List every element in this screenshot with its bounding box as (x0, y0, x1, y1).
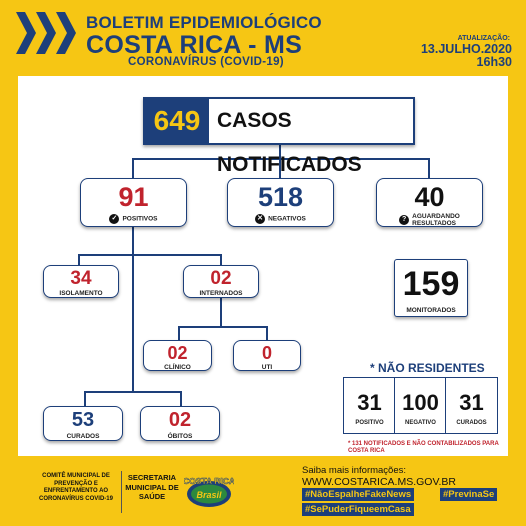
hashtag-fake-news: #NãoEspalheFakeNews (302, 488, 415, 501)
question-icon: ? (399, 215, 410, 225)
awaiting-card: 40 ? AGUARDANDO RESULTADOS (376, 178, 483, 227)
clinical-card: 02 CLÍNICO (143, 340, 212, 371)
non-residents-note: * 131 NOTIFICADOS E NÃO CONTABILIZADOS P… (348, 441, 499, 454)
negative-count: 518 (257, 182, 304, 212)
logo-text-2: Brasil (196, 490, 222, 500)
connector-line (180, 391, 182, 406)
footer-divider (121, 471, 122, 513)
hospitalized-count: 02 (210, 268, 232, 289)
non-resident-recovered-label: CURADOS (456, 420, 487, 426)
non-resident-positive-label: POSITIVO (355, 420, 384, 426)
negative-label-row: ✕ NEGATIVOS (228, 214, 333, 224)
check-icon: ✓ (109, 214, 120, 224)
deaths-count: 02 (168, 409, 192, 431)
connector-line (84, 391, 182, 393)
connector-line (132, 158, 430, 160)
connector-line (178, 326, 268, 328)
non-resident-positive-count: 31 (357, 390, 382, 415)
positive-label-row: ✓ POSITIVOS (81, 214, 186, 224)
connector-line (132, 158, 134, 178)
positive-label: POSITIVOS (122, 215, 158, 223)
awaiting-count: 40 (414, 182, 445, 212)
positive-card: 91 ✓ POSITIVOS (80, 178, 187, 227)
costa-rica-brasil-logo: COSTA RICA Brasil (183, 472, 235, 510)
connector-line (78, 254, 80, 265)
notified-label: CASOS NOTIFICADOS (217, 109, 362, 176)
recovered-label: CURADOS (66, 433, 100, 440)
icu-count: 0 (261, 343, 272, 363)
connector-line (220, 254, 222, 265)
city-title: COSTA RICA - MS (86, 31, 303, 59)
connector-line (428, 158, 430, 178)
date-text: 13.JULHO.2020 (420, 42, 512, 56)
update-date: 13.JULHO.2020 16h30 (421, 43, 512, 69)
connector-line (178, 326, 180, 340)
recovered-card: 53 CURADOS (43, 406, 123, 441)
monitored-count: 159 (402, 265, 460, 303)
chevron-logo-3 (56, 12, 76, 54)
clinical-label: CLÍNICO (164, 364, 191, 371)
connector-line (78, 254, 222, 256)
hashtag-fique-em-casa: #SePuderFiqueemCasa (302, 503, 414, 516)
non-resident-recovered-box: 31 CURADOS (445, 377, 498, 434)
connector-line (132, 226, 134, 392)
non-resident-negative-box: 100 NEGATIVO (394, 377, 447, 434)
bulletin-title: BOLETIM EPIDEMIOLÓGICO (86, 13, 322, 32)
health-secretariat-text: SECRETARIA MUNICIPAL DE SAÚDE (125, 473, 179, 501)
hospitalized-label: INTERNADOS (199, 290, 243, 297)
notified-cases-box: 649 CASOS NOTIFICADOS (143, 97, 415, 176)
negative-card: 518 ✕ NEGATIVOS (227, 178, 334, 227)
isolation-count: 34 (70, 268, 92, 289)
connector-line (266, 326, 268, 340)
connector-line (279, 158, 281, 178)
website-link[interactable]: WWW.COSTARICA.MS.GOV.BR (302, 476, 457, 488)
connector-line (279, 145, 281, 159)
subtitle: CORONAVÍRUS (COVID-19) (128, 56, 284, 68)
chevron-logo-2 (36, 12, 56, 54)
deaths-label: ÓBITOS (167, 433, 193, 440)
monitored-card: 159 MONITORADOS (394, 259, 468, 317)
recovered-count: 53 (71, 409, 95, 431)
isolation-card: 34 ISOLAMENTO (43, 265, 119, 298)
monitored-label: MONITORADOS (406, 307, 456, 314)
committee-text: COMITÊ MUNICIPAL DE PREVENÇÃO E ENFRENTA… (39, 473, 113, 502)
icu-label: UTI (261, 364, 273, 371)
awaiting-label-2: RESULTADOS (412, 220, 456, 227)
update-label: ATUALIZAÇÃO: (457, 35, 510, 42)
isolation-label: ISOLAMENTO (59, 290, 103, 297)
awaiting-label-1: AGUARDANDO (412, 213, 460, 220)
connector-line (84, 391, 86, 406)
awaiting-label-row: ? AGUARDANDO RESULTADOS (377, 213, 482, 227)
more-info-text: Saiba mais informações: (302, 465, 407, 476)
non-resident-negative-count: 100 (402, 390, 439, 415)
hashtag-previna-se: #PrevinaSe (440, 488, 498, 501)
notified-count: 649 (145, 99, 209, 143)
logo-text-1: COSTA RICA (184, 476, 234, 486)
deaths-card: 02 ÓBITOS (140, 406, 220, 441)
clinical-count: 02 (167, 343, 188, 363)
time-text: 16h30 (476, 55, 512, 69)
negative-label: NEGATIVOS (268, 215, 306, 223)
chevron-logo-1 (16, 12, 36, 54)
positive-count: 91 (118, 182, 149, 212)
non-residents-title: * NÃO RESIDENTES (370, 361, 485, 375)
icu-card: 0 UTI (233, 340, 301, 371)
x-icon: ✕ (255, 214, 266, 224)
non-resident-negative-label: NEGATIVO (405, 420, 436, 426)
connector-line (220, 297, 222, 327)
logo-shape: COSTA RICA Brasil (183, 476, 235, 507)
non-resident-recovered-count: 31 (459, 390, 484, 415)
hospitalized-card: 02 INTERNADOS (183, 265, 259, 298)
non-resident-positive-box: 31 POSITIVO (343, 377, 396, 434)
